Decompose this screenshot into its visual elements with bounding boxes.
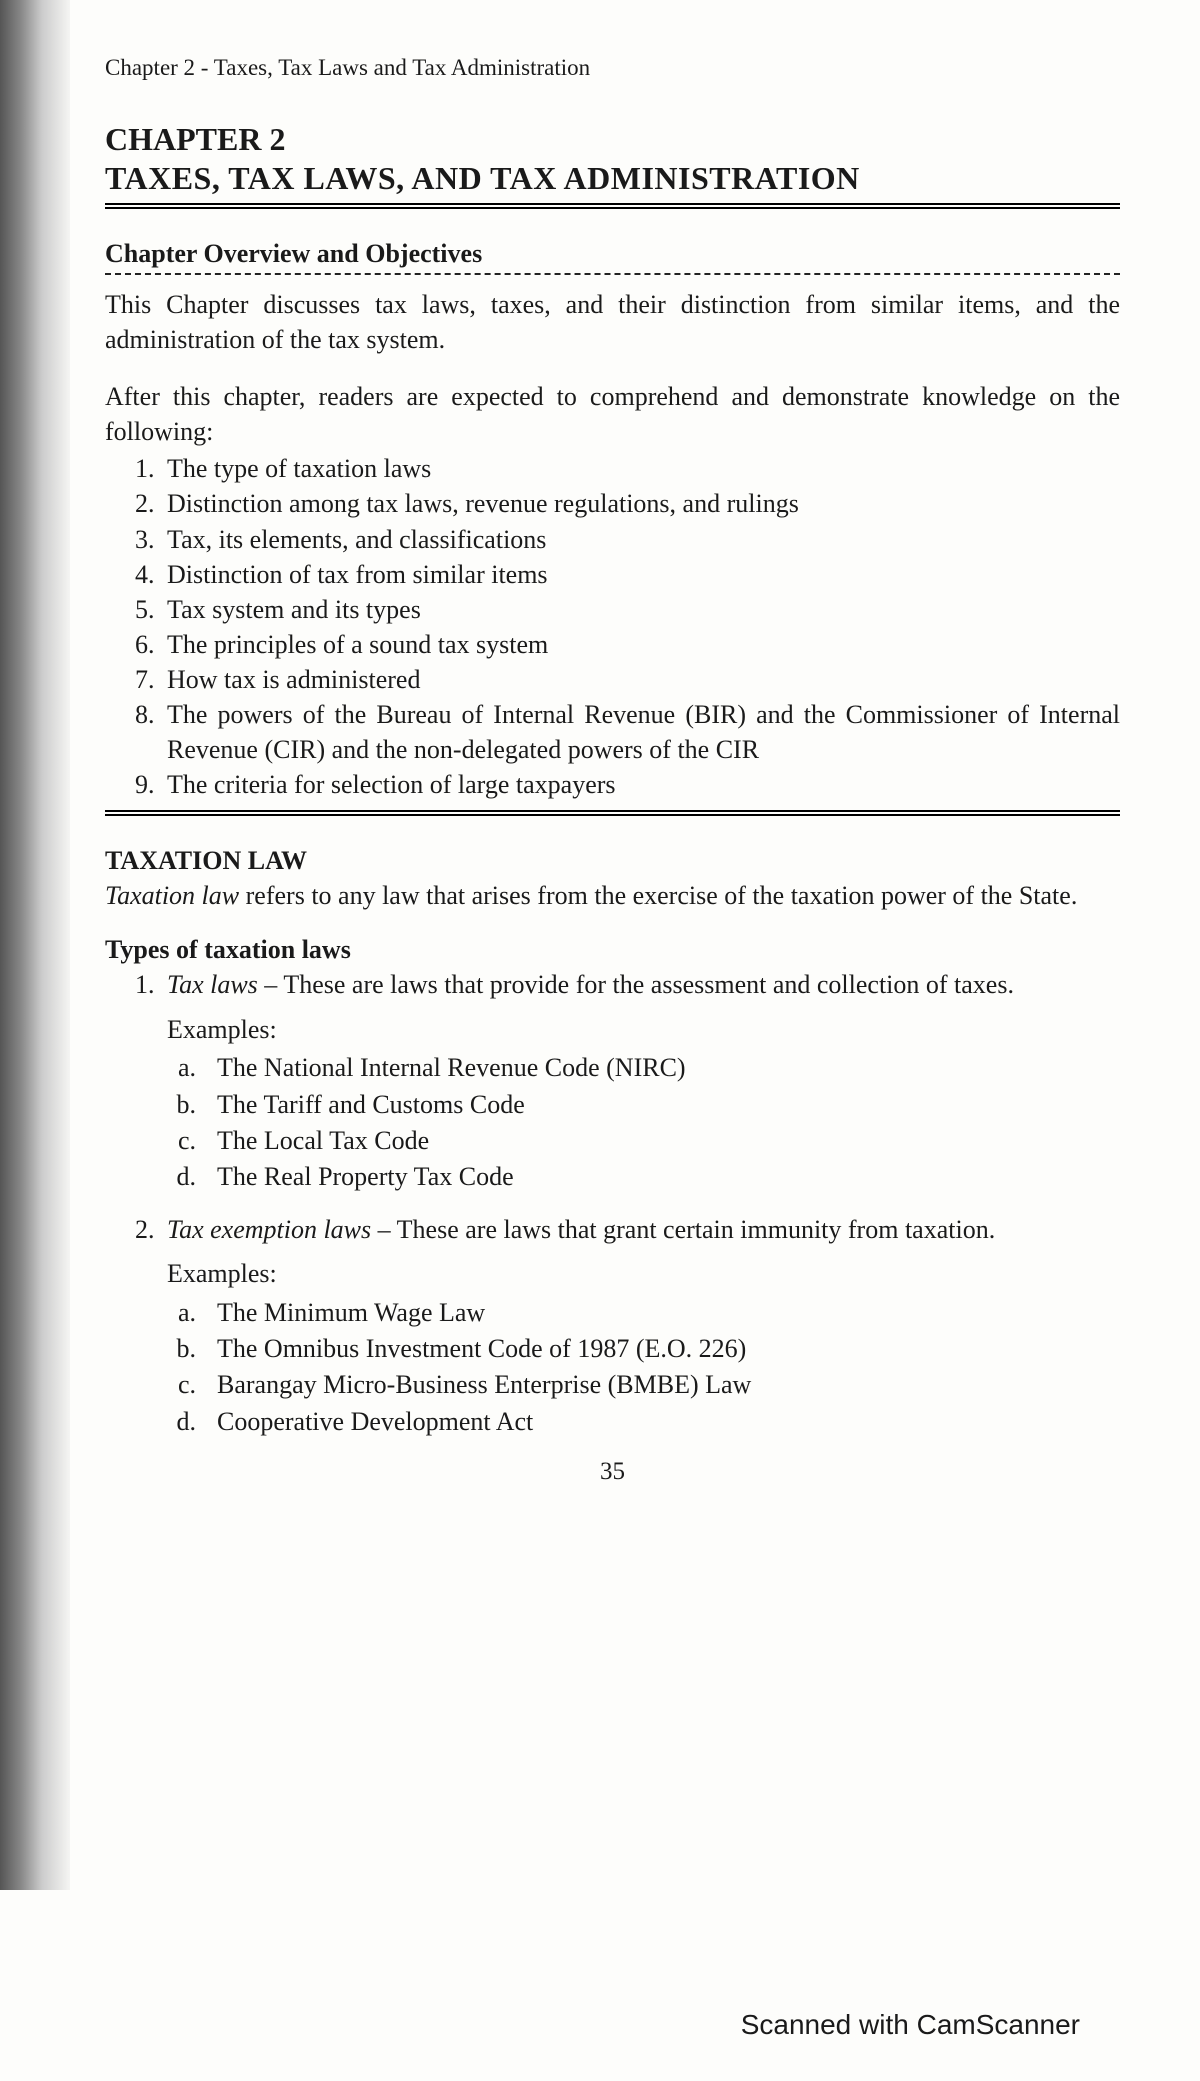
page-content: Chapter 2 - Taxes, Tax Laws and Tax Admi… bbox=[0, 0, 1200, 1536]
objective-item: The principles of a sound tax system bbox=[161, 627, 1120, 662]
example-item: Barangay Micro-Business Enterprise (BMBE… bbox=[209, 1367, 1120, 1403]
example-item: The National Internal Revenue Code (NIRC… bbox=[209, 1050, 1120, 1086]
examples-label: Examples: bbox=[167, 1256, 1120, 1292]
objectives-list: The type of taxation laws Distinction am… bbox=[105, 451, 1120, 802]
type-item: Tax exemption laws – These are laws that… bbox=[161, 1212, 1120, 1440]
types-heading: Types of taxation laws bbox=[105, 935, 1120, 965]
example-item: The Minimum Wage Law bbox=[209, 1295, 1120, 1331]
objectives-rule bbox=[105, 810, 1120, 816]
objective-item: Distinction among tax laws, revenue regu… bbox=[161, 486, 1120, 521]
taxation-law-heading: TAXATION LAW bbox=[105, 846, 1120, 876]
running-head: Chapter 2 - Taxes, Tax Laws and Tax Admi… bbox=[105, 55, 1120, 81]
example-item: The Real Property Tax Code bbox=[209, 1159, 1120, 1195]
type-term: Tax exemption laws bbox=[167, 1215, 371, 1244]
taxation-law-rest: refers to any law that arises from the e… bbox=[239, 881, 1077, 910]
example-item: Cooperative Development Act bbox=[209, 1404, 1120, 1440]
objective-item: Tax system and its types bbox=[161, 592, 1120, 627]
dashed-separator bbox=[105, 273, 1120, 275]
type-definition: – These are laws that grant certain immu… bbox=[371, 1215, 995, 1244]
example-item: The Tariff and Customs Code bbox=[209, 1087, 1120, 1123]
overview-heading: Chapter Overview and Objectives bbox=[105, 239, 1120, 269]
examples-list: The Minimum Wage Law The Omnibus Investm… bbox=[167, 1295, 1120, 1441]
objective-item: How tax is administered bbox=[161, 662, 1120, 697]
objectives-intro: After this chapter, readers are expected… bbox=[105, 379, 1120, 449]
example-item: The Local Tax Code bbox=[209, 1123, 1120, 1159]
camscanner-watermark: Scanned with CamScanner bbox=[741, 2009, 1080, 2041]
overview-paragraph: This Chapter discusses tax laws, taxes, … bbox=[105, 287, 1120, 357]
chapter-title: TAXES, TAX LAWS, AND TAX ADMINISTRATION bbox=[105, 160, 1120, 197]
title-rule bbox=[105, 203, 1120, 209]
objective-item: The criteria for selection of large taxp… bbox=[161, 767, 1120, 802]
examples-list: The National Internal Revenue Code (NIRC… bbox=[167, 1050, 1120, 1196]
scanned-page: Chapter 2 - Taxes, Tax Laws and Tax Admi… bbox=[0, 0, 1200, 2081]
type-definition: – These are laws that provide for the as… bbox=[258, 970, 1014, 999]
type-term: Tax laws bbox=[167, 970, 258, 999]
taxation-law-definition: Taxation law refers to any law that aris… bbox=[105, 878, 1120, 913]
example-item: The Omnibus Investment Code of 1987 (E.O… bbox=[209, 1331, 1120, 1367]
objective-item: Distinction of tax from similar items bbox=[161, 557, 1120, 592]
objective-item: The type of taxation laws bbox=[161, 451, 1120, 486]
objective-item: The powers of the Bureau of Internal Rev… bbox=[161, 697, 1120, 767]
page-number: 35 bbox=[105, 1458, 1120, 1486]
taxation-law-term: Taxation law bbox=[105, 881, 239, 910]
objective-item: Tax, its elements, and classifications bbox=[161, 522, 1120, 557]
examples-label: Examples: bbox=[167, 1012, 1120, 1048]
types-list: Tax laws – These are laws that provide f… bbox=[105, 967, 1120, 1440]
type-item: Tax laws – These are laws that provide f… bbox=[161, 967, 1120, 1195]
chapter-number: CHAPTER 2 bbox=[105, 121, 1120, 158]
